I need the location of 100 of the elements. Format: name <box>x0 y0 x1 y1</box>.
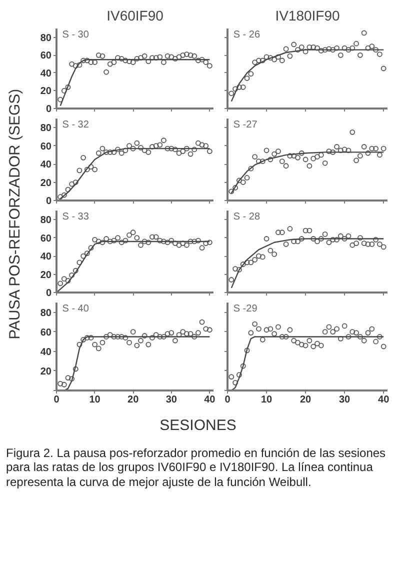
point <box>130 60 136 65</box>
point <box>306 338 312 344</box>
point <box>346 233 352 239</box>
point <box>84 166 90 172</box>
point <box>164 53 170 59</box>
point <box>342 323 348 329</box>
point <box>279 158 285 164</box>
point <box>176 332 182 338</box>
point <box>240 180 246 185</box>
point <box>58 380 64 386</box>
point <box>164 331 170 336</box>
point <box>326 324 332 330</box>
point <box>252 60 258 65</box>
point <box>76 260 82 266</box>
point <box>118 56 124 62</box>
point <box>264 236 270 242</box>
point <box>322 231 328 237</box>
point <box>287 53 293 59</box>
point <box>318 152 324 158</box>
point <box>228 277 234 282</box>
point <box>184 52 190 57</box>
point <box>176 150 182 156</box>
point <box>302 156 308 162</box>
point <box>306 228 312 234</box>
point <box>130 329 136 335</box>
y-tick-label: 20 <box>40 366 52 378</box>
point <box>122 58 128 64</box>
point <box>334 326 340 332</box>
point <box>115 146 120 152</box>
annotation: S - 28 <box>233 212 260 222</box>
point <box>69 376 75 382</box>
point <box>142 333 148 338</box>
point <box>115 334 120 340</box>
point <box>318 342 324 348</box>
point <box>104 236 109 242</box>
point <box>310 344 316 350</box>
y-tick-label: 80 <box>40 123 52 134</box>
point <box>100 146 106 152</box>
point <box>361 338 367 344</box>
point <box>373 338 378 344</box>
point <box>330 150 336 155</box>
point <box>314 340 320 346</box>
point <box>376 242 382 247</box>
point <box>314 154 320 160</box>
point <box>180 329 186 335</box>
point <box>80 58 86 64</box>
point <box>88 60 94 65</box>
point <box>76 62 82 68</box>
point <box>236 372 242 378</box>
point <box>260 336 266 342</box>
point <box>122 148 128 154</box>
point <box>354 158 359 164</box>
annotation: S - 30 <box>62 30 90 40</box>
point <box>236 267 242 272</box>
point <box>365 150 371 156</box>
point <box>310 236 316 242</box>
point <box>84 250 90 256</box>
point <box>172 146 178 152</box>
point <box>150 144 155 150</box>
point <box>69 181 75 187</box>
point <box>310 44 316 50</box>
point <box>287 327 293 333</box>
annotation: S - 33 <box>62 212 90 222</box>
point <box>334 236 340 242</box>
point <box>298 150 304 156</box>
point <box>244 260 250 266</box>
point <box>314 45 320 51</box>
point <box>168 238 174 244</box>
point <box>357 334 363 340</box>
point <box>244 348 250 354</box>
point <box>203 326 209 332</box>
point <box>84 335 90 340</box>
point <box>369 146 375 152</box>
point <box>228 188 234 194</box>
point <box>107 150 113 155</box>
point <box>248 71 254 77</box>
point <box>134 342 140 348</box>
point <box>302 342 308 348</box>
point <box>65 186 71 192</box>
point <box>126 58 132 64</box>
point <box>232 380 238 386</box>
point <box>184 146 190 152</box>
point <box>256 326 262 332</box>
point <box>260 254 266 260</box>
point <box>291 42 297 48</box>
point <box>248 166 254 172</box>
y-tick-label: 80 <box>40 215 52 226</box>
point <box>361 30 367 36</box>
point <box>111 238 117 244</box>
y-axis-title: PAUSA POS-REFORZADOR (SEGS) <box>6 88 24 340</box>
y-tick-label: 40 <box>40 346 52 358</box>
point <box>287 226 293 232</box>
point <box>180 240 186 246</box>
x-tick-label: 0 <box>224 394 231 406</box>
point <box>354 40 359 46</box>
point <box>264 54 270 60</box>
point <box>380 66 386 72</box>
point <box>268 55 274 61</box>
point <box>195 58 201 64</box>
point <box>92 342 98 348</box>
